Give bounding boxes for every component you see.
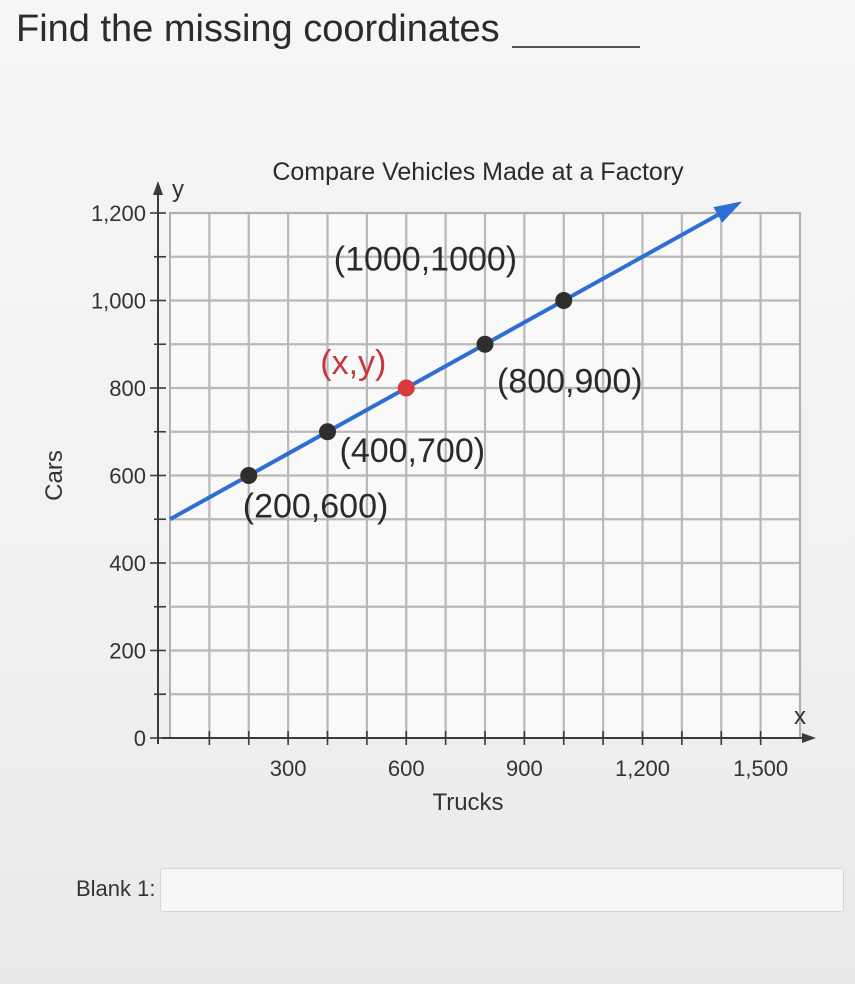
y-tick-label: 800: [109, 376, 146, 401]
x-tick-label: 1,200: [615, 756, 670, 781]
data-point-label: (1000,1000): [334, 241, 517, 279]
data-point: [476, 335, 494, 353]
x-tick-label: 1,500: [733, 756, 788, 781]
blank-1-label: Blank 1:: [76, 876, 156, 901]
y-axis-symbol: y: [172, 176, 184, 203]
y-tick-label: 1,000: [91, 289, 146, 314]
series-line: [169, 202, 738, 521]
x-tick-label: 600: [388, 756, 425, 781]
chart-text: 300 600 900 1,200 1,500 0 200 400 600 800 1,000 1,2…: [41, 158, 806, 816]
y-tick-label: 0: [134, 726, 146, 751]
line-chart: 300 600 900 1,200 1,500 0 200 400 600 800 1,000 1,2…: [41, 158, 816, 816]
x-axis-label: Trucks: [432, 789, 503, 816]
series-arrow: [713, 201, 743, 223]
data-point: [319, 423, 336, 441]
y-tick-label: 1,200: [91, 201, 146, 226]
data-point-label: (200,600): [243, 488, 389, 526]
y-tick-label: 400: [109, 551, 146, 576]
x-axis-arrow: [802, 733, 816, 743]
y-axis-arrow: [153, 181, 163, 195]
x-axis-symbol: x: [794, 703, 806, 730]
x-tick-label: 900: [506, 756, 543, 781]
x-tick-label: 300: [270, 756, 307, 781]
answer-underline: [512, 46, 640, 48]
chart-title: Compare Vehicles Made at a Factory: [272, 158, 684, 186]
data-point-label: (x,y): [320, 344, 386, 382]
question-text: Find the missing coordinates: [16, 8, 500, 50]
chart-series: [169, 201, 743, 521]
chart-grid: [169, 211, 802, 739]
data-point-label: (800,900): [497, 362, 643, 400]
chart-axes: [150, 181, 816, 745]
y-tick-label: 200: [109, 639, 146, 664]
data-point-label: (400,700): [340, 432, 486, 470]
data-point: [397, 379, 415, 397]
data-point: [240, 467, 258, 484]
blank-1-input[interactable]: [160, 868, 844, 912]
y-axis-label: Cars: [41, 450, 68, 501]
chart-points: [240, 292, 573, 484]
data-point: [555, 292, 573, 309]
y-tick-label: 600: [109, 464, 146, 489]
